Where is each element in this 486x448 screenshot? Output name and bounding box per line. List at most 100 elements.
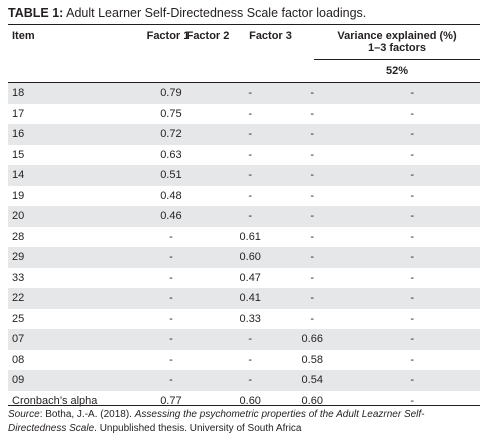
table-row: 14 0.51- - - [8,165,480,186]
table-body: 18 0.79- - -17 0.75- - -16 0.72- - -15 0.63- - -14 0.… [8,83,480,411]
header-variance: Variance explained (%) 1–3 factors [314,30,480,54]
cell-factor-2: - [220,124,280,145]
cell-factor-3: - [280,83,345,104]
table-row: 15 0.63 - - - [8,145,480,166]
cell-factor-2: - [220,83,280,104]
table-caption: TABLE 1: Adult Learner Self-Directedness… [8,6,366,20]
cell-variance: - [344,83,480,104]
table-row: 16 0.72- - - [8,124,480,145]
cell-factor-1: - [121,370,221,391]
cell-item: 07 [8,329,122,350]
cell-factor-3: 0.66 [280,329,345,350]
cell-factor-3: 0.54 [280,370,345,391]
variance-sub-rule [314,59,480,60]
table-row: 25 - 0.33 - - [8,309,480,330]
header-factor-3: Factor 3 [249,30,292,42]
cell-variance: - [410,312,415,325]
caption-title: Adult Learner Self-Directedness Scale fa… [66,6,367,20]
header-variance-value: 52% [385,65,409,77]
header-factor-2: Factor 2 [186,30,230,42]
cell-item: 20 [8,206,122,227]
header-rule [8,82,480,83]
header-variance-line-2: 1–3 factors [367,42,427,54]
cell-variance: - [410,230,415,243]
table-row: 07- -0.66- [8,329,480,350]
header-factor-1: Factor 1 [146,30,190,42]
cell-factor-1: - [121,247,221,268]
cell-factor-1: 0.51 [121,165,221,186]
cell-item: 33 [12,271,25,284]
caption-label: TABLE 1: [8,6,64,20]
cell-factor-2: - [248,353,253,366]
cell-factor-2: 0.60 [220,247,280,268]
table-row: 33 - 0.47 - - [8,268,480,289]
cell-factor-3: - [310,312,315,325]
cell-variance: - [344,288,480,309]
cell-factor-3: - [280,288,345,309]
table-source-note: Source: Botha, J.-A. (2018). Assessing t… [8,408,480,435]
cell-variance: - [410,394,415,407]
cell-variance: - [344,329,480,350]
top-rule [8,24,480,25]
cell-factor-2: 0.41 [220,288,280,309]
cell-variance: - [344,124,480,145]
cell-factor-2: 0.47 [239,271,261,284]
cell-variance: - [344,206,480,227]
source-prefix: : Botha, J.-A. (2018). [39,409,135,420]
cell-variance: - [410,353,415,366]
cell-factor-3: - [280,206,345,227]
cell-variance: - [410,271,415,284]
cell-variance: - [344,165,480,186]
cell-factor-2: 0.33 [239,312,261,325]
cell-item: 25 [12,312,25,325]
table-row: 17 0.75 - - - [8,104,480,125]
cell-factor-1: 0.75 [160,107,182,120]
table-row: 29-0.60- - [8,247,480,268]
cell-factor-2: - [248,148,253,161]
cell-item: 14 [8,165,122,186]
cell-factor-2: 0.60 [239,394,261,407]
cell-factor-1: - [169,271,173,284]
table-row: 22-0.41- - [8,288,480,309]
cell-factor-3: - [280,124,345,145]
cell-variance: - [410,107,415,120]
cell-item: 19 [12,189,25,202]
cell-factor-1: - [169,353,173,366]
header-item: Item [12,30,35,42]
cell-item: 18 [8,83,122,104]
cell-factor-1: 0.63 [160,148,182,161]
loadings-table: 18 0.79- - -17 0.75- - -16 0.72- - -15 0.63- - -14 0.… [8,83,480,411]
cell-factor-1: - [121,329,221,350]
table-row: 28 - 0.61 - - [8,227,480,248]
cell-variance: - [410,148,415,161]
cell-factor-3: - [310,271,315,284]
cell-factor-3: - [280,165,345,186]
cell-item: 16 [8,124,122,145]
cell-factor-1: 0.77 [160,394,182,407]
cell-factor-2: - [220,329,280,350]
cell-factor-1: 0.72 [121,124,221,145]
table-row: 18 0.79- - - [8,83,480,104]
source-label: Source [8,409,40,420]
cell-factor-2: - [220,206,280,227]
table-row: 19 0.48 - - - [8,186,480,207]
cell-item: 17 [12,107,25,120]
cell-factor-2: - [248,107,253,120]
cell-item: 29 [8,247,122,268]
cell-factor-1: - [169,312,173,325]
cell-item: 22 [8,288,122,309]
cell-factor-2: - [248,189,253,202]
table-row: 09- -0.54- [8,370,480,391]
cell-factor-1: - [121,288,221,309]
table-row: 08 - - 0.58 - [8,350,480,371]
cell-item: 08 [12,353,25,366]
cell-factor-3: - [310,230,315,243]
cell-factor-2: - [220,370,280,391]
cell-item: Cronbach’s alpha [12,394,98,407]
table-row: Cronbach’s alpha 0.77 0.60 0.60 - [8,391,480,412]
cell-item: 09 [8,370,122,391]
cell-variance: - [344,247,480,268]
cell-factor-3: 0.60 [301,394,323,407]
cell-factor-3: - [310,189,315,202]
